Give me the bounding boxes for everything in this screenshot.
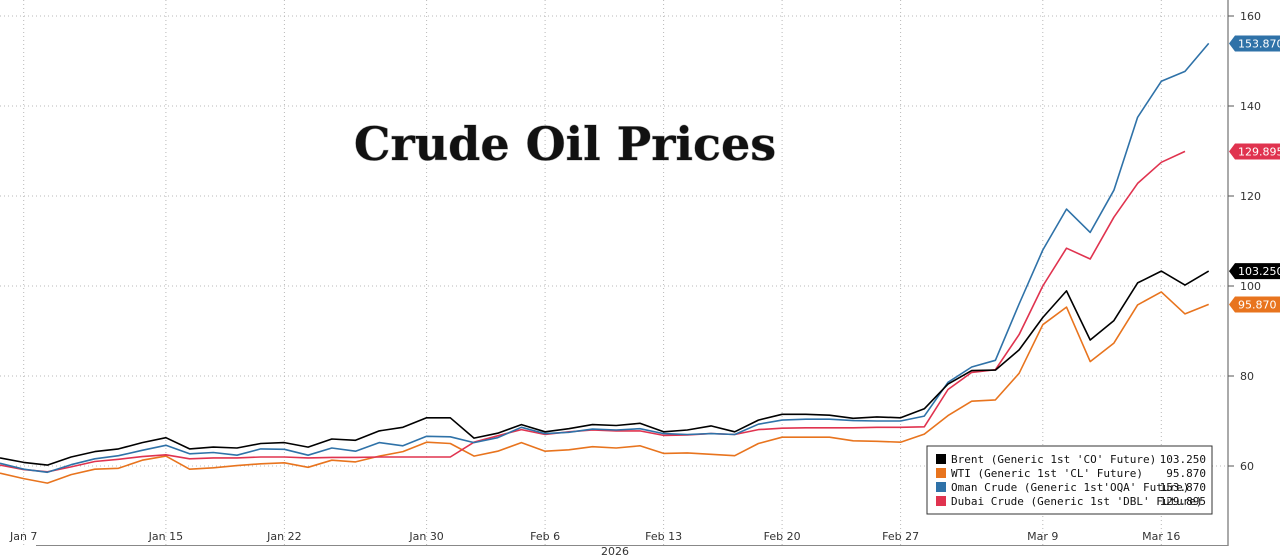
x-axis-title: 2026 [601,545,629,558]
y-tick-label: 100 [1240,280,1261,293]
legend-swatch-2 [936,482,946,492]
end-label-3: 129.895 [1238,145,1280,158]
x-tick-label: Mar 16 [1142,530,1180,543]
y-tick-label: 160 [1240,10,1261,23]
x-axis: Jan 7 Jan 15 Jan 22 Jan 30 Feb 6 Feb 13 Feb 20… [9,530,1180,543]
legend-label-3: Dubai Crude (Generic 1st 'DBL' Future) [951,495,1203,508]
end-labels: 103.250 95.870 153.870 129.895 [1229,35,1280,313]
x-tick-label: Feb 27 [882,530,919,543]
legend: Brent (Generic 1st 'CO' Future) 103.250 WT… [926,445,1213,515]
legend-value-3: 129.895 [1160,495,1206,508]
end-label-bg-2 [1229,35,1280,52]
x-tick-label: Feb 20 [764,530,801,543]
legend-swatch-3 [936,496,946,506]
legend-value-1: 95.870 [1166,467,1206,480]
series-line-1 [0,291,1209,484]
end-label-2: 153.870 [1238,37,1280,50]
legend-value-0: 103.250 [1160,453,1206,466]
legend-label-2: Oman Crude (Generic 1st'OQA' Future) [951,481,1189,494]
legend-swatch-0 [936,454,946,464]
legend-label-0: Brent (Generic 1st 'CO' Future) [951,453,1156,466]
x-tick-label: Feb 13 [645,530,682,543]
x-tick-label: Jan 30 [408,530,443,543]
y-tick-label: 60 [1240,460,1254,473]
x-tick-label: Feb 6 [530,530,560,543]
series-line-2 [0,42,1210,474]
legend-swatch-1 [936,468,946,478]
series-line-0 [0,270,1210,466]
chart-title: Crude Oil Prices [354,117,776,171]
legend-value-2: 153.870 [1160,481,1206,494]
y-tick-label: 140 [1240,100,1261,113]
series-lines [0,42,1210,484]
end-label-1: 95.870 [1238,298,1277,311]
end-label-bg-1 [1229,296,1280,313]
end-label-bg-0 [1229,263,1280,280]
x-tick-label: Jan 7 [9,530,37,543]
end-label-0: 103.250 [1238,265,1280,278]
y-axis: 60 80 100 120 140 160 [1228,10,1261,473]
y-tick-label: 80 [1240,370,1254,383]
legend-label-1: WTI (Generic 1st 'CL' Future) [951,467,1143,480]
y-tick-label: 120 [1240,190,1261,203]
end-label-bg-3 [1229,143,1280,160]
x-tick-label: Mar 9 [1027,530,1058,543]
legend-box [926,445,1213,515]
x-tick-label: Jan 22 [266,530,301,543]
x-tick-label: Jan 15 [148,530,183,543]
grid [0,0,1228,545]
series-line-3 [0,150,1186,473]
